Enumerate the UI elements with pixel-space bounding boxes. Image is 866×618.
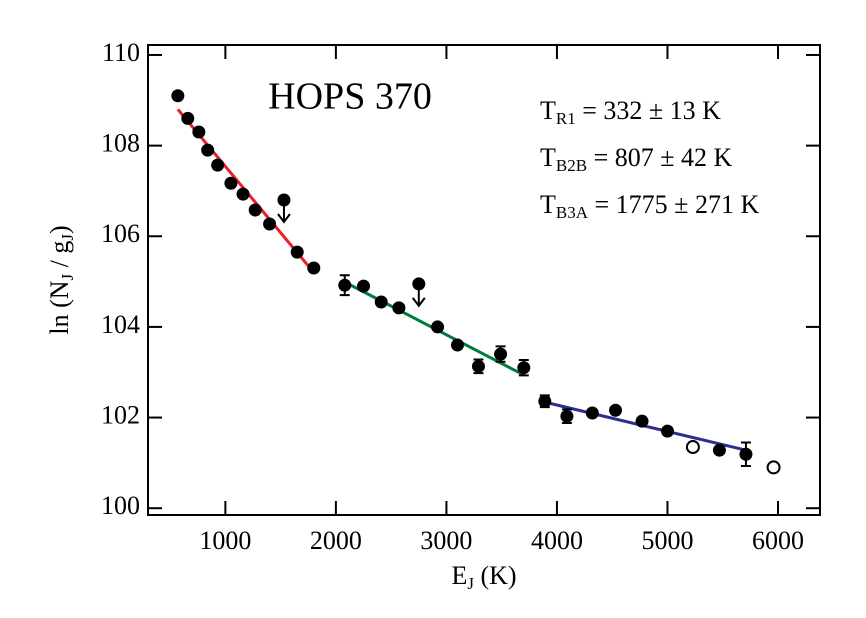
x-tick-label: 3000 bbox=[420, 526, 472, 555]
data-point bbox=[171, 89, 185, 103]
open-point bbox=[685, 440, 700, 455]
fit-annotation: TB3A = 1775 ± 271 K bbox=[540, 190, 759, 222]
data-point bbox=[236, 187, 250, 201]
label-part: E bbox=[451, 561, 467, 590]
x-axis-label: EJ (K) bbox=[451, 561, 516, 593]
data-point bbox=[211, 158, 225, 172]
x-tick-label: 1000 bbox=[199, 526, 251, 555]
y-tick-label: 106 bbox=[101, 219, 140, 248]
label-part: (K) bbox=[474, 561, 517, 590]
data-point bbox=[263, 217, 277, 231]
y-tick-label: 100 bbox=[101, 491, 140, 520]
data-point bbox=[538, 394, 552, 408]
x-tick-label: 6000 bbox=[752, 526, 804, 555]
x-tick-label: 4000 bbox=[531, 526, 583, 555]
data-point bbox=[431, 320, 445, 334]
label-part: B2B bbox=[556, 156, 587, 175]
label-part: = 332 ± 13 K bbox=[576, 96, 721, 125]
upper-limit-point bbox=[277, 193, 291, 207]
label-part: = 807 ± 42 K bbox=[587, 143, 732, 172]
data-point bbox=[739, 447, 753, 461]
plot-frame bbox=[147, 44, 821, 516]
data-point bbox=[357, 279, 371, 293]
data-point bbox=[248, 203, 262, 217]
upper-limit-point bbox=[412, 277, 426, 291]
data-point bbox=[392, 301, 406, 315]
fit-annotation: TB2B = 807 ± 42 K bbox=[540, 143, 733, 175]
label-part: R1 bbox=[556, 109, 576, 128]
data-point bbox=[660, 424, 674, 438]
data-point bbox=[450, 338, 464, 352]
data-point bbox=[585, 406, 599, 420]
data-point bbox=[635, 414, 649, 428]
data-point bbox=[517, 361, 531, 375]
label-part: B3A bbox=[556, 203, 589, 222]
data-point bbox=[224, 176, 238, 190]
data-point bbox=[712, 443, 726, 457]
label-part: J bbox=[58, 234, 77, 241]
y-tick-label: 104 bbox=[101, 310, 140, 339]
data-point bbox=[290, 245, 304, 259]
data-point bbox=[374, 295, 388, 309]
label-part: J bbox=[58, 273, 77, 280]
data-point bbox=[192, 125, 206, 139]
fit-annotation: TR1 = 332 ± 13 K bbox=[540, 96, 721, 128]
y-tick-label: 110 bbox=[102, 38, 140, 67]
y-axis-label: ln (NJ / gJ) bbox=[45, 225, 77, 334]
label-part: J bbox=[467, 574, 474, 593]
label-part: / g bbox=[45, 241, 74, 274]
data-point bbox=[338, 278, 352, 292]
data-point bbox=[471, 359, 485, 373]
data-point bbox=[181, 111, 195, 125]
y-tick-label: 102 bbox=[101, 401, 140, 430]
label-part: ) bbox=[45, 225, 74, 234]
label-part: T bbox=[540, 143, 556, 172]
label-part: = 1775 ± 271 K bbox=[588, 190, 759, 219]
label-part: T bbox=[540, 96, 556, 125]
data-point bbox=[307, 261, 321, 275]
x-tick-label: 2000 bbox=[310, 526, 362, 555]
data-point bbox=[609, 403, 623, 417]
label-part: T bbox=[540, 190, 556, 219]
chart-title: HOPS 370 bbox=[268, 76, 432, 118]
data-point bbox=[494, 347, 508, 361]
x-tick-label: 5000 bbox=[641, 526, 693, 555]
y-tick-label: 108 bbox=[101, 129, 140, 158]
data-point bbox=[560, 409, 574, 423]
label-part: ln (N bbox=[45, 280, 74, 334]
open-point bbox=[766, 460, 781, 475]
data-point bbox=[201, 143, 215, 157]
